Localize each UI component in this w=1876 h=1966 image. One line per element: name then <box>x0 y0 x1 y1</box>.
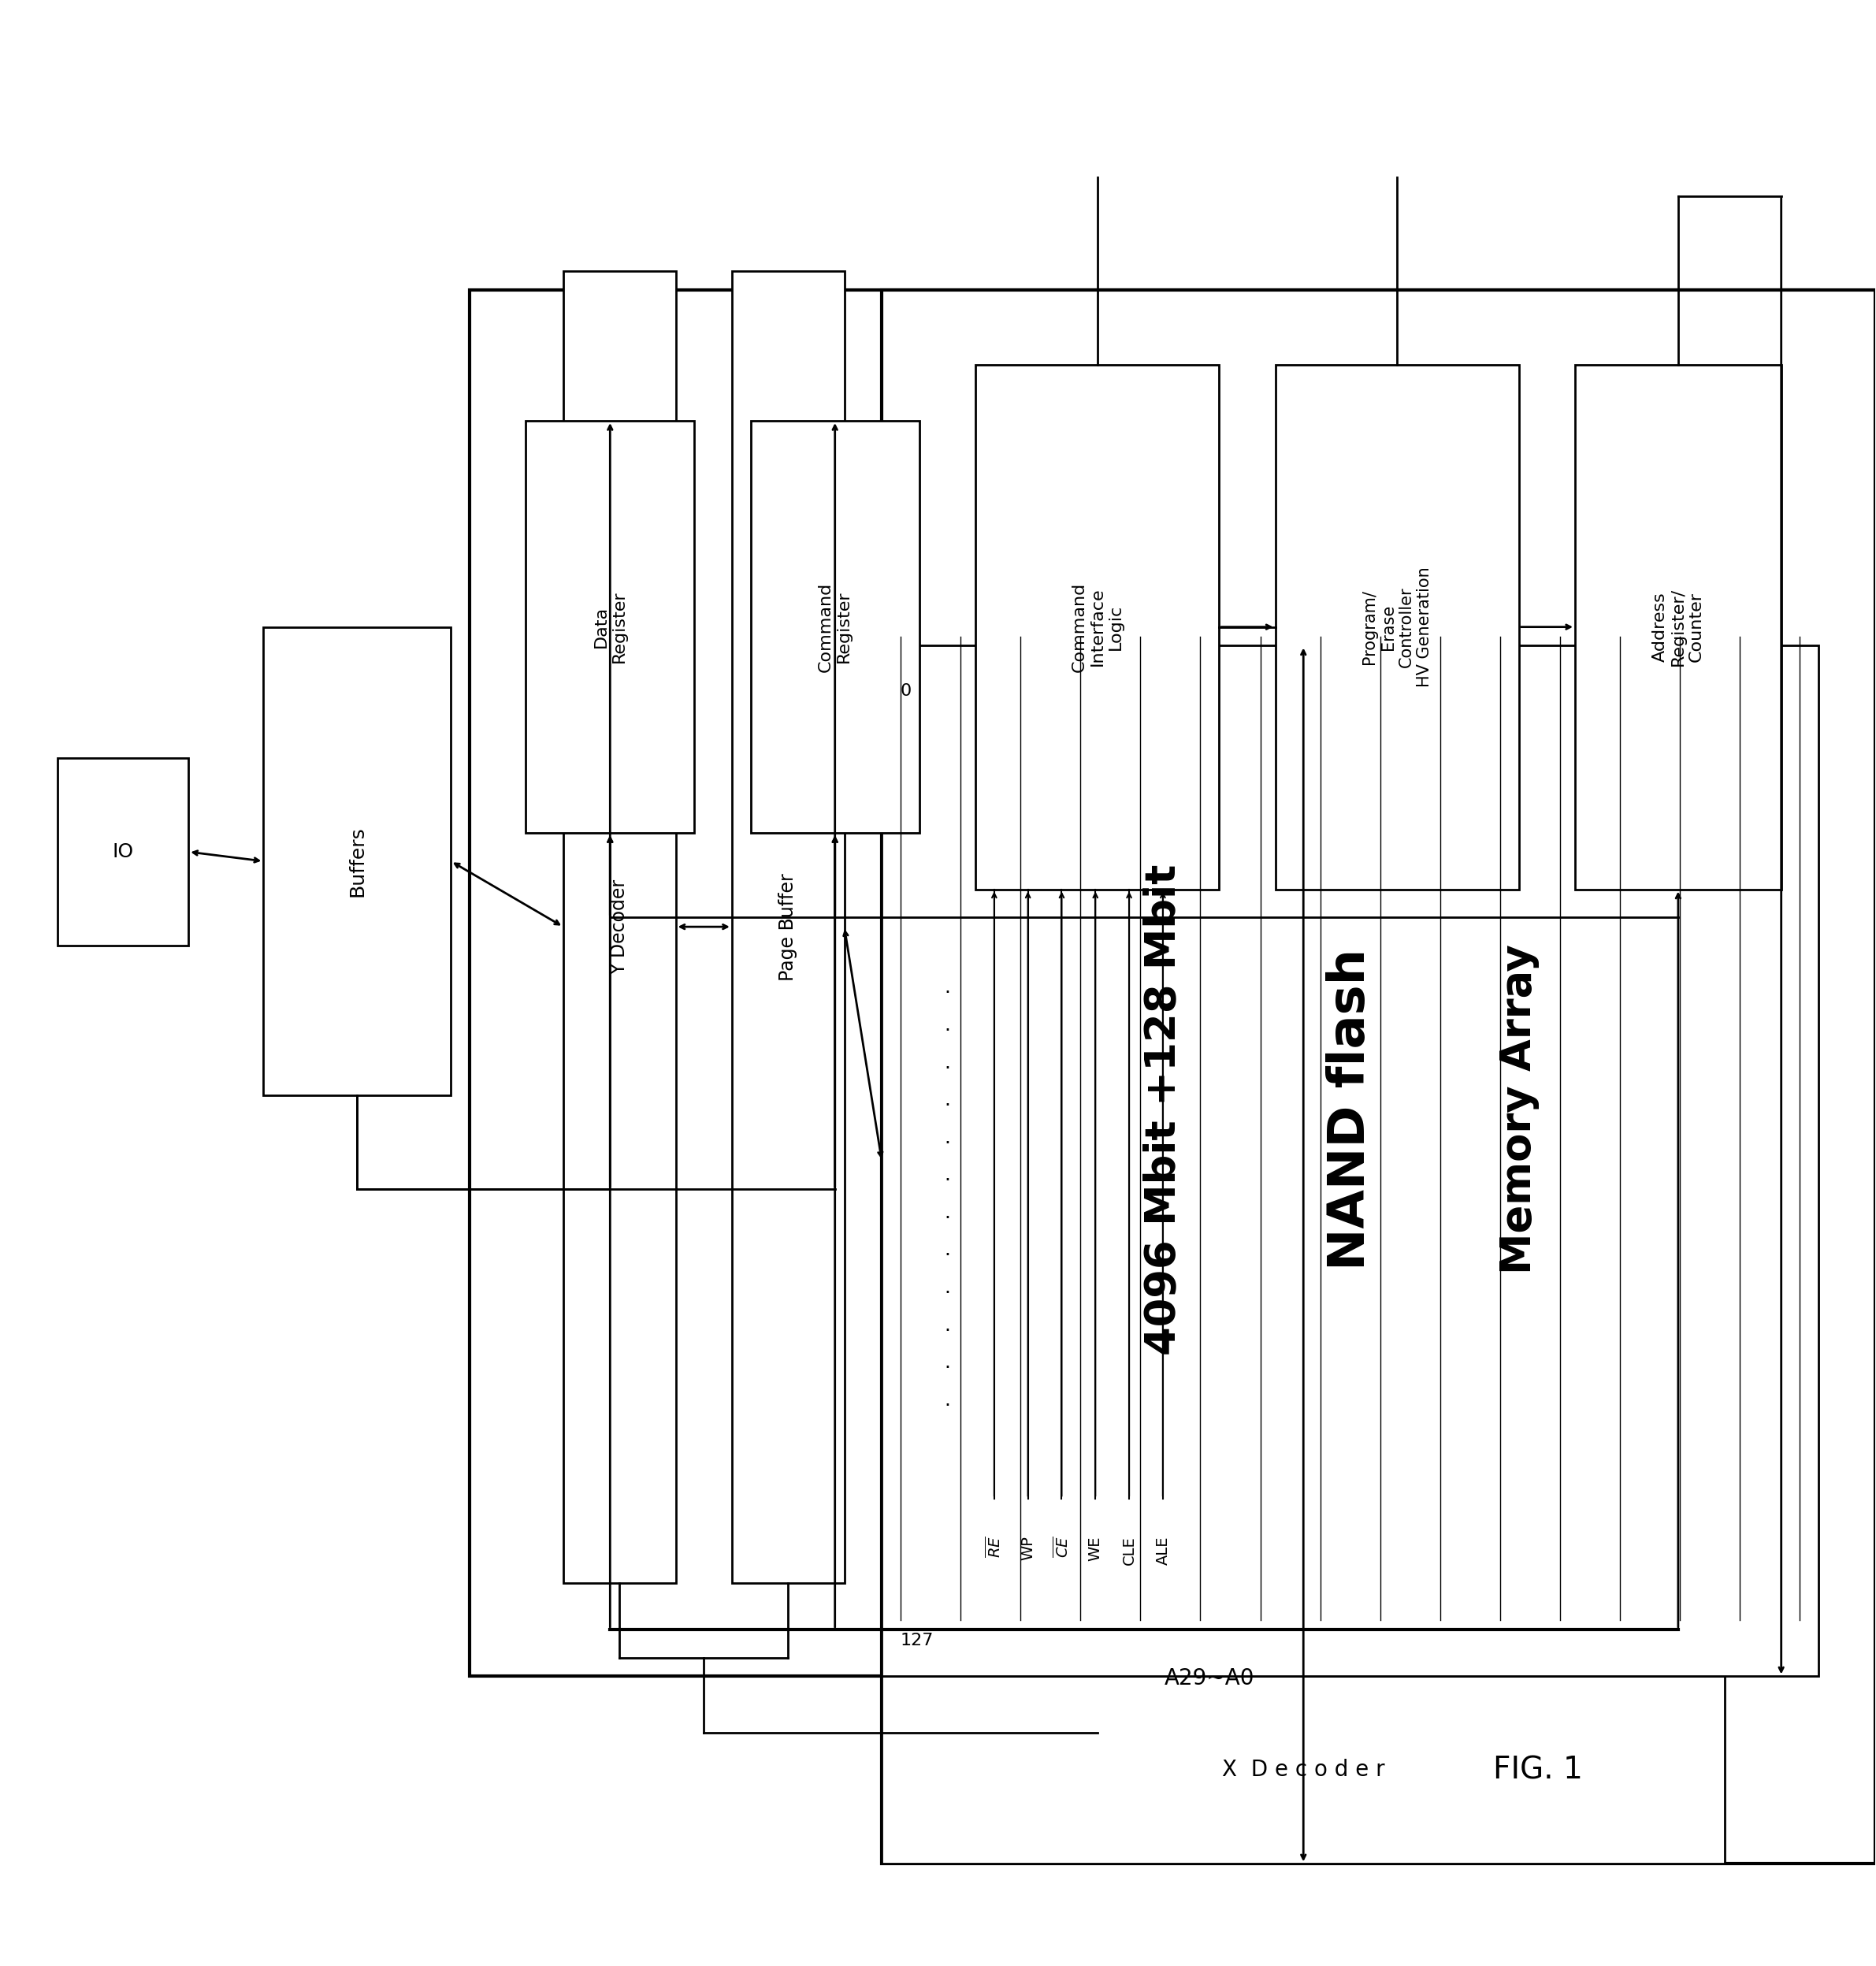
Text: WP: WP <box>1021 1535 1036 1561</box>
Text: Memory Array: Memory Array <box>1499 944 1540 1274</box>
Text: .: . <box>944 1054 951 1071</box>
Bar <box>469 289 1818 1677</box>
Bar <box>525 421 694 834</box>
Text: .: . <box>944 1016 951 1034</box>
Text: .: . <box>944 979 951 997</box>
Text: Address
Register/
Counter: Address Register/ Counter <box>1653 588 1703 666</box>
Text: Buffers: Buffers <box>347 826 366 896</box>
Text: .: . <box>944 1166 951 1185</box>
Text: .: . <box>944 1241 951 1260</box>
Bar <box>1576 364 1780 889</box>
Bar <box>732 271 844 1583</box>
Text: .: . <box>944 1128 951 1146</box>
Text: .: . <box>944 1315 951 1335</box>
Bar <box>1276 364 1520 889</box>
Text: A29~A0: A29~A0 <box>1165 1667 1255 1689</box>
Text: NAND flash: NAND flash <box>1326 950 1375 1270</box>
Text: Y Decoder: Y Decoder <box>610 879 628 975</box>
Text: $\overline{RE}$: $\overline{RE}$ <box>985 1535 1004 1557</box>
Text: .: . <box>944 1091 951 1109</box>
Text: 0: 0 <box>900 682 912 700</box>
Bar <box>750 421 919 834</box>
Bar <box>882 645 1818 1677</box>
Bar <box>563 271 675 1583</box>
Text: .: . <box>944 1278 951 1298</box>
Bar <box>882 1677 1726 1864</box>
Text: $\overline{CE}$: $\overline{CE}$ <box>1052 1535 1071 1557</box>
Text: Command
Register: Command Register <box>818 582 852 672</box>
Text: Page Buffer: Page Buffer <box>779 873 797 981</box>
Text: Command
Interface
Logic: Command Interface Logic <box>1071 582 1124 672</box>
Bar <box>263 627 450 1095</box>
Text: X  D e c o d e r: X D e c o d e r <box>1221 1760 1384 1781</box>
Text: .: . <box>944 1353 951 1372</box>
Text: .: . <box>944 1390 951 1410</box>
Text: IO: IO <box>113 841 133 861</box>
Text: ALE: ALE <box>1156 1535 1171 1565</box>
Text: 127: 127 <box>900 1632 934 1648</box>
Text: Data
Register: Data Register <box>593 592 627 663</box>
Text: 4096 Mbit +128 Mbit: 4096 Mbit +128 Mbit <box>1142 863 1184 1355</box>
Text: Program/
Erase
Controller
HV Generation: Program/ Erase Controller HV Generation <box>1362 566 1433 688</box>
Bar <box>882 289 1874 1864</box>
Bar <box>58 759 188 946</box>
Text: .: . <box>944 1203 951 1223</box>
Text: FIG. 1: FIG. 1 <box>1493 1756 1583 1785</box>
Bar <box>976 364 1219 889</box>
Text: WE: WE <box>1088 1535 1103 1561</box>
Text: CLE: CLE <box>1122 1535 1137 1565</box>
